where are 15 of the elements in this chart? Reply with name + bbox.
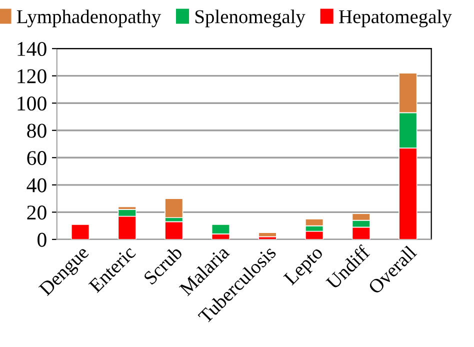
y-tick-label: 60 — [27, 151, 46, 166]
legend-label: Lymphadenopathy — [16, 10, 162, 28]
y-tick-label: 20 — [27, 206, 46, 220]
bar — [164, 198, 184, 218]
y-tick-label: 0 — [38, 232, 46, 247]
bar — [258, 232, 277, 238]
y-tick-label: 100 — [18, 96, 46, 111]
legend-label: Splenomegaly — [195, 10, 306, 28]
y-tick-label: 120 — [18, 69, 46, 84]
y-tick-label: 80 — [27, 124, 46, 138]
y-tick-label: 40 — [26, 178, 46, 192]
y-tick-label: 140 — [18, 42, 46, 56]
bar — [164, 221, 184, 240]
bar — [70, 224, 90, 240]
legend-label: Hepatomegaly — [339, 10, 452, 28]
